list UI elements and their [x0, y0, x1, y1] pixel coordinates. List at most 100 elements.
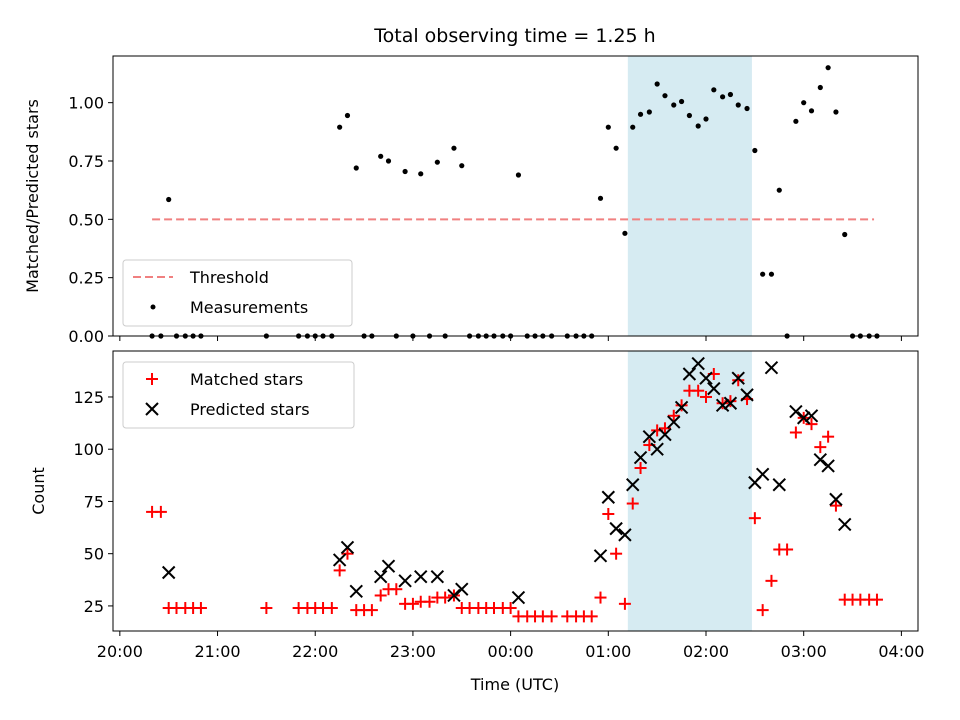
bottom-series1-point-27-b: [715, 398, 730, 413]
xtick-label-0: 20:00: [97, 642, 143, 661]
bottom-series1-point-39: [821, 459, 835, 473]
bottom-series0-point-52: [658, 422, 671, 435]
bottom-series1-point-27: [715, 398, 730, 413]
top-series0-point-54: [678, 98, 685, 105]
bottom-series1-point-17-b: [633, 450, 648, 465]
top-series0-point-62: [744, 105, 750, 112]
top-ytick-label-3: 0.75: [68, 152, 104, 171]
top-series0-point-45: [605, 124, 611, 130]
bottom-series1-point-0: [161, 565, 176, 580]
bottom-series1-point-30: [740, 388, 754, 402]
bottom-series1-point-32: [755, 467, 770, 481]
bottom-series0-point-54: [675, 399, 688, 412]
legend-matched-marker: [146, 373, 158, 385]
bottom-series0-point-12: [325, 602, 338, 615]
bottom-series0-point-64: [756, 604, 769, 617]
top-series0-point-72: [825, 65, 831, 71]
bottom-series0-point-24: [423, 595, 436, 608]
legend-predicted-marker: [145, 402, 159, 416]
bottom-series1-point-1: [332, 553, 347, 567]
bottom-series1-point-34-b: [772, 478, 786, 492]
bottom-legend: Matched stars Predicted stars: [122, 361, 355, 429]
bottom-series1-point-5-b: [381, 559, 396, 573]
chart-title: Total observing time = 1.25 h: [373, 25, 655, 47]
top-legend-box: [122, 259, 353, 327]
legend-predicted-label: Predicted stars: [190, 400, 310, 419]
bottom-series1-point-21: [667, 415, 681, 429]
legend-measurements-marker: [150, 304, 156, 310]
top-series0-point-64: [760, 271, 766, 277]
bottom-ytick-label-3: 100: [73, 440, 104, 459]
top-series0-point-63: [752, 147, 758, 154]
bottom-series1-point-9-b: [447, 588, 461, 603]
top-ytick-label-4: 1.00: [68, 94, 104, 113]
bottom-series0-point-67: [781, 543, 794, 556]
bottom-series1-point-29-b: [731, 371, 745, 385]
bottom-series1-point-30-b: [740, 388, 754, 402]
top-series0-point-55: [686, 112, 692, 119]
bottom-ytick-label-2: 75: [84, 492, 104, 511]
bottom-series0-point-48: [626, 497, 639, 510]
legend-predicted-x: [145, 402, 159, 416]
bottom-series1-point-41: [838, 517, 852, 532]
top-series0-point-27: [451, 145, 457, 151]
bottom-series0-point-7: [260, 602, 273, 615]
bottom-series0-point-45: [602, 507, 615, 520]
bottom-series1-point-11-b: [511, 590, 526, 605]
bottom-series0-point-39: [545, 610, 558, 623]
top-legend: Threshold Measurements: [122, 259, 353, 327]
bottom-series1-point-34: [772, 478, 786, 492]
bottom-series0-point-57: [700, 390, 713, 403]
top-series0-point-14: [344, 112, 351, 119]
top-series0-point-71: [817, 84, 823, 91]
bottom-series1-point-22-b: [674, 400, 689, 415]
bottom-series1-point-12: [593, 549, 608, 563]
bottom-series1-point-23-b: [682, 367, 697, 381]
bottom-series1-point-6-b: [398, 574, 412, 588]
bottom-series1-point-18-b: [642, 429, 657, 444]
top-series0-point-68: [793, 118, 799, 124]
bottom-series0-point-53: [667, 409, 680, 422]
bottom-series0-point-56: [692, 384, 705, 397]
legend-threshold-label: Threshold: [189, 268, 269, 287]
legend-measurements-label: Measurements: [190, 298, 308, 317]
bottom-series0-point-43: [585, 610, 598, 623]
bottom-series1-point-40-b: [829, 492, 843, 507]
top-series0-point-56: [695, 123, 701, 129]
xtick-label-7: 03:00: [781, 642, 827, 661]
bottom-series1-point-16: [626, 478, 640, 492]
bottom-series1-point-17: [633, 450, 648, 465]
bottom-series0-point-61: [732, 374, 745, 387]
bottom-series1-point-37: [804, 409, 819, 423]
top-series0-point-18: [378, 153, 384, 159]
top-observing-span: [627, 56, 752, 336]
bottom-series1-point-11: [511, 590, 526, 605]
bottom-series0-point-26: [439, 591, 452, 604]
bottom-series1-point-19-b: [650, 442, 664, 456]
bottom-series1-point-33: [764, 361, 779, 375]
top-series0-point-47: [622, 230, 628, 236]
top-series0-point-23: [418, 171, 424, 177]
xtick-label-1: 21:00: [194, 642, 240, 661]
bottom-series1-point-15: [618, 528, 632, 542]
bottom-series1-point-40: [829, 492, 843, 507]
xtick-label-4: 00:00: [488, 642, 534, 661]
bottom-series1-point-35-b: [789, 404, 803, 419]
bottom-series0-point-65: [765, 574, 778, 587]
bottom-series0-point-22: [406, 597, 419, 610]
bottom-axes-frame: [112, 350, 919, 632]
bottom-series0-point-71: [814, 441, 827, 454]
xtick-label-8: 04:00: [878, 642, 924, 661]
top-series0-point-52: [662, 93, 668, 99]
top-axes-frame: [112, 55, 919, 337]
top-series0-point-2: [166, 196, 172, 203]
bottom-y-axis-label: Count: [29, 467, 48, 515]
top-series0-point-19: [385, 158, 392, 164]
top-ytick-label-1: 0.25: [68, 269, 104, 288]
top-series0-point-13: [337, 124, 343, 130]
bottom-series0-point-1: [154, 505, 167, 518]
bottom-series0-point-20: [390, 583, 403, 596]
bottom-series0-point-6: [194, 602, 207, 615]
top-series0-point-35: [515, 172, 522, 178]
bottom-series1-point-39-b: [821, 459, 835, 473]
